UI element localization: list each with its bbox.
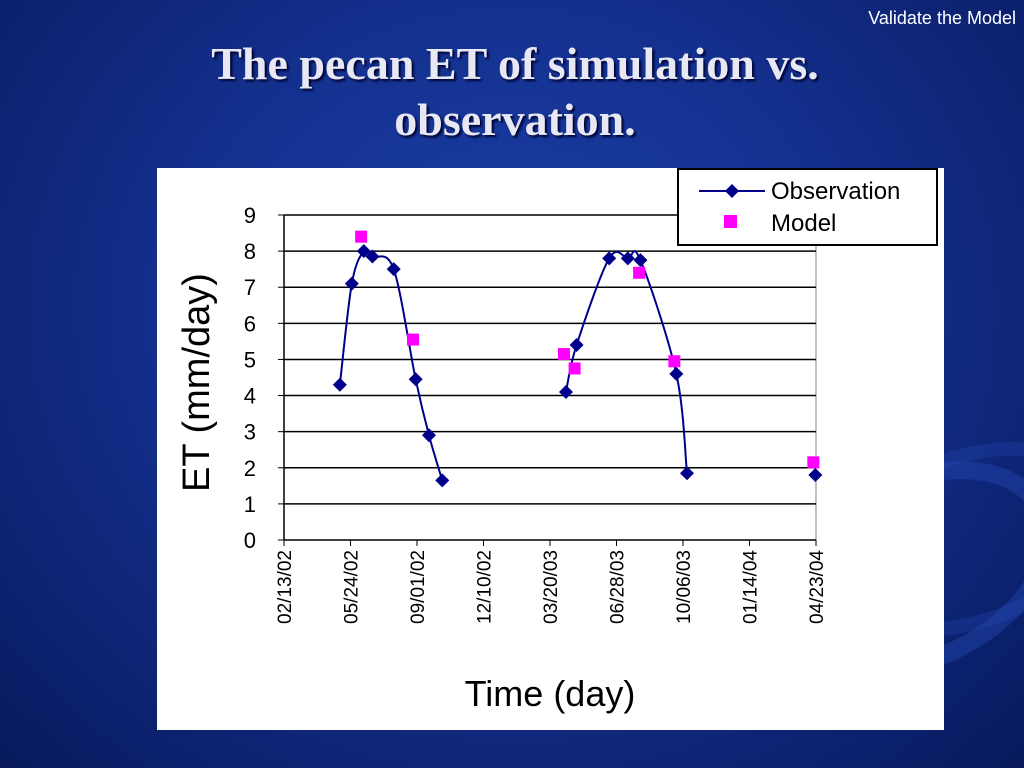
model-point: [633, 266, 646, 279]
legend-observation-swatch: [699, 184, 765, 198]
model-point: [355, 230, 368, 243]
x-tick-label: 06/28/03: [608, 550, 629, 624]
observation-point: [365, 249, 380, 264]
y-tick-label: 1: [244, 492, 256, 517]
model-point: [407, 333, 420, 346]
x-tick-label: 12/10/02: [475, 550, 496, 624]
y-tick-label: 7: [244, 275, 256, 300]
chart-legend: Observation Model: [677, 168, 938, 246]
x-tick-label: 01/14/04: [741, 550, 762, 624]
y-tick-label: 3: [244, 420, 256, 445]
x-tick-label: 10/06/03: [674, 550, 695, 624]
y-tick-label: 5: [244, 347, 256, 372]
model-point: [568, 362, 581, 375]
slide-title: The pecan ET of simulation vs. observati…: [0, 36, 1024, 148]
et-chart: 0 1 2 3 4 5 6 7 8 9 02/13/02 05/24/02 09/01/02 12/10/…: [176, 203, 828, 714]
observation-point: [602, 251, 617, 266]
x-tick-label: 09/01/02: [408, 550, 429, 624]
legend-label-observation: Observation: [771, 178, 901, 205]
slide-title-line-2: observation.: [394, 94, 636, 145]
x-tick-label: 03/20/03: [541, 550, 562, 624]
y-tick-label: 9: [244, 203, 256, 228]
legend-item-observation: Observation: [679, 176, 936, 206]
observation-point: [633, 253, 648, 268]
model-point: [668, 355, 681, 368]
legend-item-model: Model: [679, 208, 936, 238]
plot-area: [283, 214, 817, 541]
observation-point: [679, 466, 694, 481]
y-tick-label: 6: [244, 311, 256, 336]
y-tick-label: 0: [244, 528, 256, 553]
observation-point: [558, 384, 573, 399]
slide-title-line-1: The pecan ET of simulation vs.: [211, 38, 819, 89]
observation-point: [569, 338, 584, 352]
observation-point: [408, 372, 423, 387]
x-axis-title: Time (day): [465, 673, 636, 714]
y-tick-label: 4: [244, 384, 256, 409]
observation-point: [332, 377, 347, 392]
observation-point: [620, 251, 635, 266]
x-tick-label: 02/13/02: [275, 550, 296, 624]
legend-model-swatch: [724, 215, 737, 228]
y-tick-label: 8: [244, 239, 256, 264]
y-tick-label: 2: [244, 456, 256, 481]
y-axis-title: ET (mm/day): [176, 273, 218, 492]
observation-point: [344, 276, 359, 291]
chart-panel: 0 1 2 3 4 5 6 7 8 9 02/13/02 05/24/02 09/01/02 12/10/…: [157, 168, 944, 730]
section-label: Validate the Model: [868, 8, 1016, 28]
x-tick-label: 04/23/04: [807, 550, 828, 624]
observation-point: [808, 468, 823, 482]
observation-point: [386, 262, 401, 277]
model-point: [557, 348, 570, 361]
observation-point: [669, 366, 684, 381]
model-point: [807, 456, 820, 469]
observation-point: [421, 428, 436, 443]
observation-point: [356, 244, 371, 259]
observation-point: [435, 473, 450, 488]
legend-label-model: Model: [771, 210, 837, 237]
x-tick-label: 05/24/02: [342, 550, 363, 624]
